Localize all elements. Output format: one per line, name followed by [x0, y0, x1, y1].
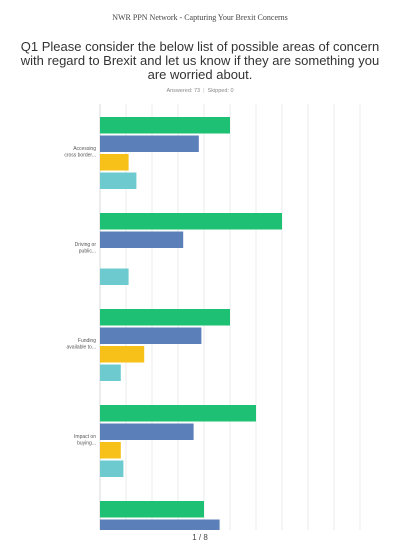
bar	[100, 442, 121, 459]
answered-count: Answered: 73	[166, 88, 201, 94]
category-label: Driving or	[75, 242, 97, 248]
category-label: Impact on	[74, 434, 96, 440]
bar	[100, 346, 145, 363]
category-label: cross border...	[64, 153, 96, 159]
bar	[100, 213, 282, 230]
bar	[100, 231, 184, 248]
bar	[100, 135, 199, 152]
category-label: Accessing	[73, 146, 96, 152]
bar	[100, 405, 256, 422]
page-number: 1 / 8	[192, 533, 208, 542]
bar	[100, 423, 194, 440]
response-stats: Answered: 73 | Skipped: 0	[166, 88, 234, 94]
document-header: NWR PPN Network - Capturing Your Brexit …	[112, 13, 288, 22]
bar	[100, 268, 129, 285]
bar	[100, 309, 230, 326]
bar	[100, 117, 230, 134]
skipped-count: Skipped: 0	[207, 88, 234, 94]
bar	[100, 172, 137, 189]
category-label: available to...	[67, 345, 96, 351]
bar	[100, 460, 124, 477]
bar	[100, 519, 220, 530]
bar	[100, 327, 202, 344]
question-title: Q1 Please consider the below list of pos…	[20, 39, 380, 82]
category-label: Funding	[78, 338, 96, 344]
bar	[100, 154, 129, 171]
category-label: public...	[79, 249, 96, 255]
bar	[100, 501, 204, 518]
bar	[100, 364, 121, 381]
category-label: buying...	[77, 441, 96, 447]
